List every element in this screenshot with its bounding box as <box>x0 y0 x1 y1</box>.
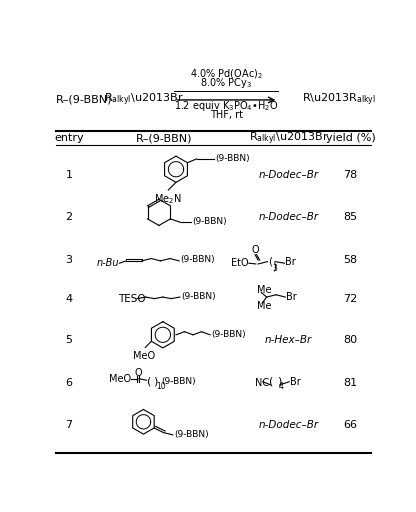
Text: 4: 4 <box>279 382 284 391</box>
Text: Me: Me <box>258 301 272 311</box>
Text: R$_{\mathsf{alkyl}}$\u2013Br: R$_{\mathsf{alkyl}}$\u2013Br <box>248 130 328 146</box>
Text: ): ) <box>154 377 158 387</box>
Text: 2: 2 <box>65 212 73 222</box>
Text: (9-BBN): (9-BBN) <box>174 431 209 439</box>
Text: n-Hex–Br: n-Hex–Br <box>265 335 312 345</box>
Text: 1.2 equiv K$_3$PO$_4$•H$_2$O: 1.2 equiv K$_3$PO$_4$•H$_2$O <box>174 99 279 113</box>
Text: R\u2013R$_{\mathsf{alkyl}}$: R\u2013R$_{\mathsf{alkyl}}$ <box>302 92 376 108</box>
Text: 6: 6 <box>66 378 72 388</box>
Text: ): ) <box>272 261 276 271</box>
Text: Br: Br <box>286 292 297 302</box>
Text: 8.0% PCy$_3$: 8.0% PCy$_3$ <box>200 76 253 90</box>
Text: 4.0% Pd(OAc)$_2$: 4.0% Pd(OAc)$_2$ <box>190 67 263 80</box>
Text: n-Dodec–Br: n-Dodec–Br <box>258 170 318 180</box>
Text: (9-BBN): (9-BBN) <box>192 218 227 226</box>
Text: R–(9-BBN): R–(9-BBN) <box>56 95 113 105</box>
Text: (9-BBN): (9-BBN) <box>215 154 250 163</box>
Text: n-Dodec–Br: n-Dodec–Br <box>258 212 318 222</box>
Text: Me: Me <box>257 285 271 295</box>
Text: (9-BBN): (9-BBN) <box>212 330 246 339</box>
Text: R–(9-BBN): R–(9-BBN) <box>136 134 193 143</box>
Text: ): ) <box>277 377 281 387</box>
Text: (9-BBN): (9-BBN) <box>161 377 196 386</box>
Text: (: ( <box>146 377 151 387</box>
Text: 3: 3 <box>273 264 278 273</box>
Text: yield (%): yield (%) <box>325 134 375 143</box>
Text: 58: 58 <box>343 255 357 265</box>
Text: 81: 81 <box>343 378 357 388</box>
Text: n-Dodec–Br: n-Dodec–Br <box>258 420 318 430</box>
Text: NC: NC <box>255 378 269 388</box>
Text: O: O <box>134 368 142 377</box>
Text: 1: 1 <box>66 170 72 180</box>
Text: R$_{\mathsf{alkyl}}$\u2013Br: R$_{\mathsf{alkyl}}$\u2013Br <box>104 92 183 108</box>
Text: 80: 80 <box>343 335 357 345</box>
Text: (9-BBN): (9-BBN) <box>180 255 215 264</box>
Text: O: O <box>251 245 259 255</box>
Text: n-Bu: n-Bu <box>97 258 119 268</box>
Text: 85: 85 <box>343 212 357 222</box>
Text: MeO: MeO <box>133 351 155 360</box>
Text: EtO: EtO <box>231 258 249 268</box>
Text: Br: Br <box>285 258 296 267</box>
Text: (: ( <box>268 257 272 267</box>
Text: 5: 5 <box>66 335 72 345</box>
Text: 10: 10 <box>156 382 166 391</box>
Text: Me$_2$N: Me$_2$N <box>154 193 182 206</box>
Text: MeO: MeO <box>109 374 131 383</box>
Text: (9-BBN): (9-BBN) <box>181 292 216 301</box>
Text: 7: 7 <box>65 420 73 430</box>
Text: (: ( <box>269 377 273 387</box>
Text: Br: Br <box>290 377 301 387</box>
Text: 72: 72 <box>343 293 357 304</box>
Text: 66: 66 <box>343 420 357 430</box>
Text: THF, rt: THF, rt <box>210 111 243 120</box>
Text: entry: entry <box>54 134 84 143</box>
Text: 3: 3 <box>66 255 72 265</box>
Text: TESO: TESO <box>118 293 146 304</box>
Text: 4: 4 <box>65 293 73 304</box>
Text: 78: 78 <box>343 170 357 180</box>
